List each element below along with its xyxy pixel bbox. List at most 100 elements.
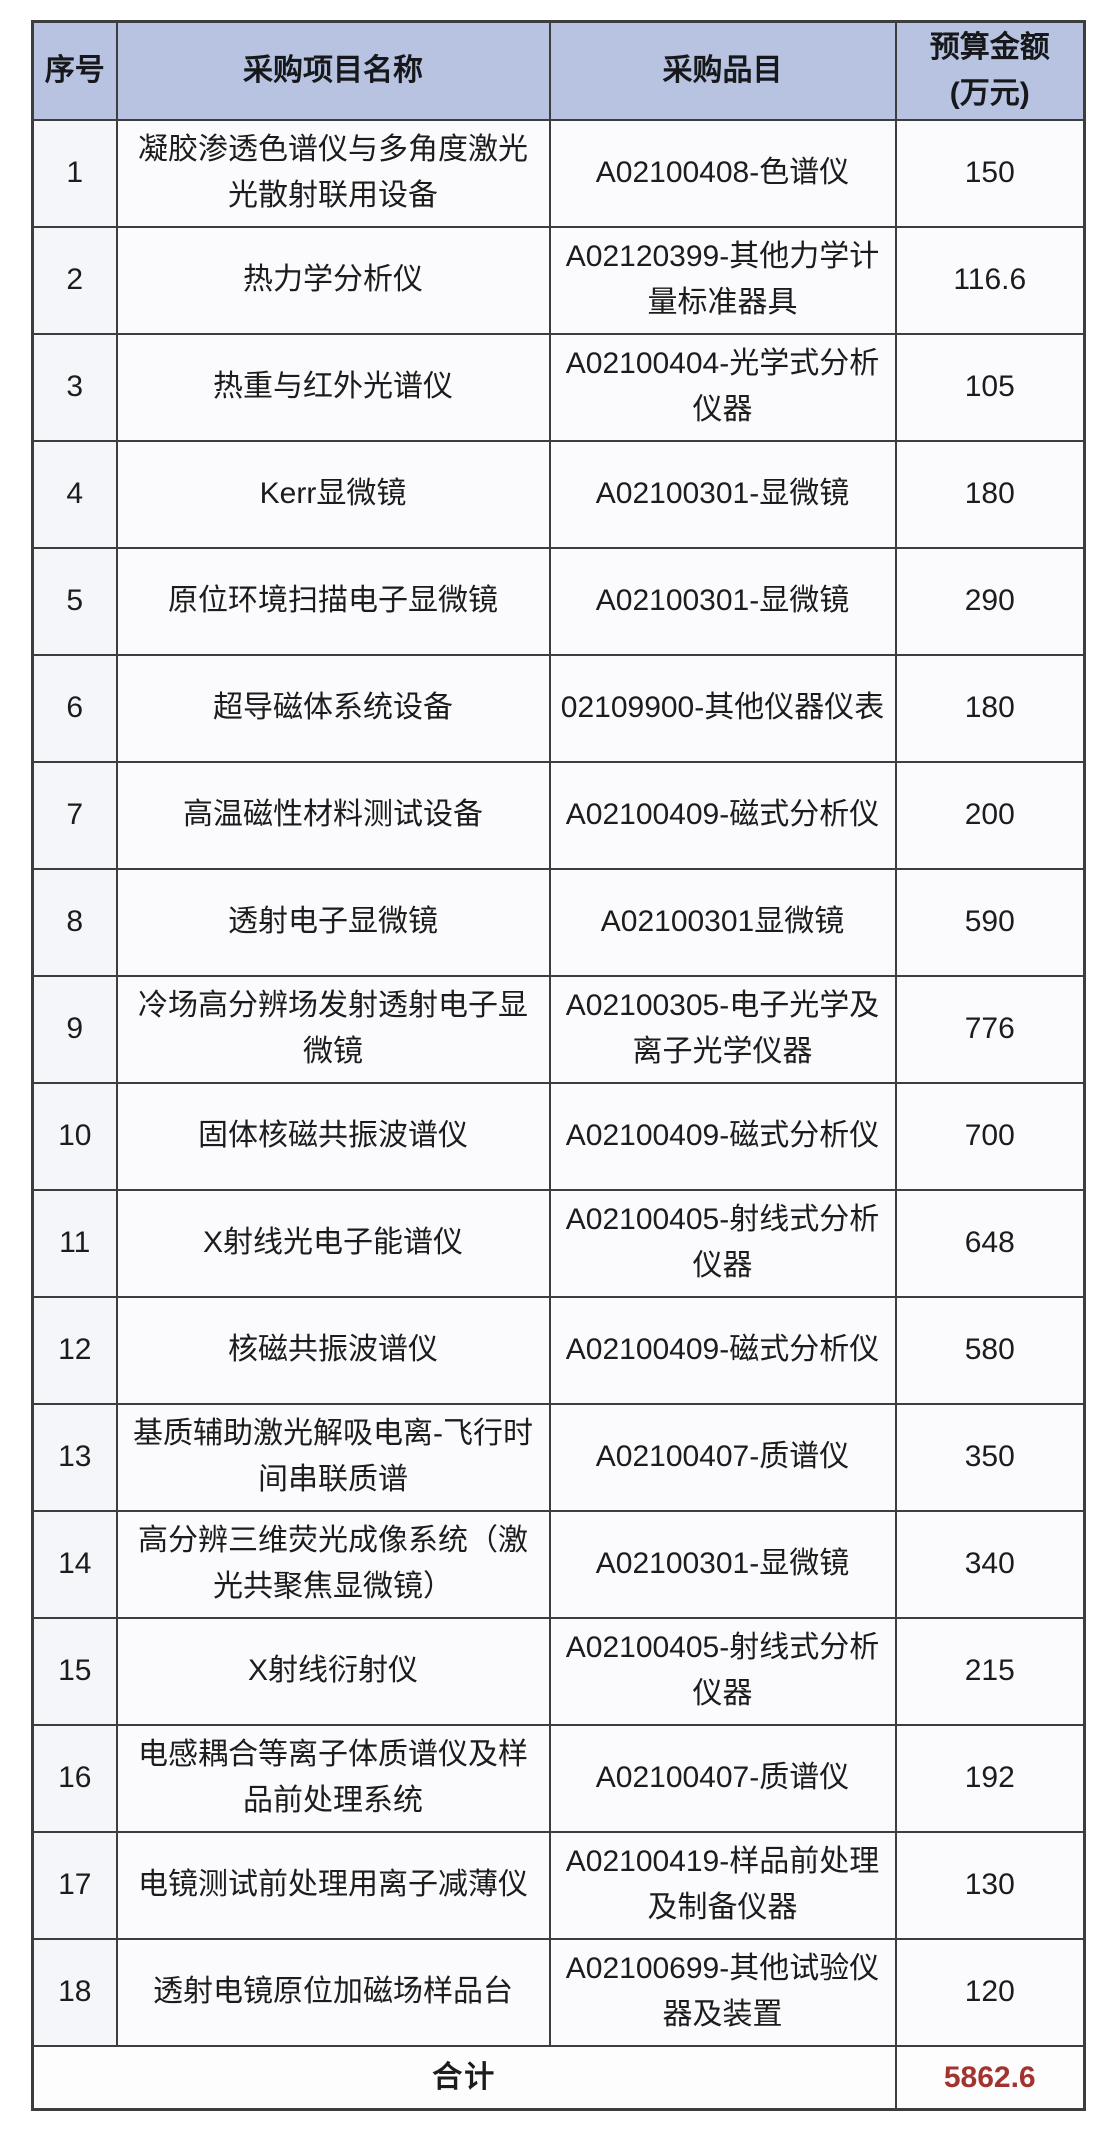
row-name: 凝胶渗透色谱仪与多角度激光 光散射联用设备 [115,118,551,228]
row-item: A02100301-显微镜 [548,546,897,656]
row-seq: 12 [31,1295,118,1405]
row-name: 透射电镜原位加磁场样品台 [115,1937,551,2047]
row-item: A02100408-色谱仪 [548,118,897,228]
row-name: 超导磁体系统设备 [115,653,551,763]
row-item: A02100699-其他试验仪 器及装置 [548,1937,897,2047]
row-seq: 13 [31,1402,118,1512]
row-name: 高分辨三维荧光成像系统（激 光共聚焦显微镜） [115,1509,551,1619]
table-row: 16 电感耦合等离子体质谱仪及样 品前处理系统 A02100407-质谱仪 19… [31,1723,1086,1833]
row-amount: 192 [894,1723,1086,1833]
total-value: 5862.6 [894,2044,1086,2111]
procurement-budget-table: 序号 采购项目名称 采购品目 预算金额 (万元) 1 凝胶渗透色谱仪与多角度激光… [31,20,1086,2112]
table-body: 1 凝胶渗透色谱仪与多角度激光 光散射联用设备 A02100408-色谱仪 15… [31,118,1086,2047]
row-item: A02100409-磁式分析仪 [548,760,897,870]
row-seq: 17 [31,1830,118,1940]
row-item: A02120399-其他力学计 量标准器具 [548,225,897,335]
row-amount: 180 [894,439,1086,549]
row-name: 高温磁性材料测试设备 [115,760,551,870]
row-seq: 9 [31,974,118,1084]
row-seq: 6 [31,653,118,763]
row-item: A02100305-电子光学及 离子光学仪器 [548,974,897,1084]
row-item: A02100407-质谱仪 [548,1402,897,1512]
row-amount: 648 [894,1188,1086,1298]
row-amount: 776 [894,974,1086,1084]
row-name: 固体核磁共振波谱仪 [115,1081,551,1191]
row-seq: 18 [31,1937,118,2047]
row-amount: 130 [894,1830,1086,1940]
row-item: 02109900-其他仪器仪表 [548,653,897,763]
row-name: 热力学分析仪 [115,225,551,335]
row-name: 透射电子显微镜 [115,867,551,977]
header-amount: 预算金额 (万元) [894,20,1086,121]
table-footer: 合计 5862.6 [31,2044,1086,2111]
row-seq: 10 [31,1081,118,1191]
total-label: 合计 [31,2044,897,2111]
table-row: 3 热重与红外光谱仪 A02100404-光学式分析 仪器 105 [31,332,1086,442]
table-row: 1 凝胶渗透色谱仪与多角度激光 光散射联用设备 A02100408-色谱仪 15… [31,118,1086,228]
header-seq: 序号 [31,20,118,121]
row-amount: 215 [894,1616,1086,1726]
row-amount: 120 [894,1937,1086,2047]
row-seq: 8 [31,867,118,977]
row-seq: 14 [31,1509,118,1619]
table-row: 13 基质辅助激光解吸电离-飞行时 间串联质谱 A02100407-质谱仪 35… [31,1402,1086,1512]
row-amount: 580 [894,1295,1086,1405]
table-row: 10 固体核磁共振波谱仪 A02100409-磁式分析仪 700 [31,1081,1086,1191]
row-seq: 11 [31,1188,118,1298]
row-amount: 700 [894,1081,1086,1191]
total-row: 合计 5862.6 [31,2044,1086,2111]
row-seq: 4 [31,439,118,549]
table-row: 17 电镜测试前处理用离子减薄仪 A02100419-样品前处理 及制备仪器 1… [31,1830,1086,1940]
row-name: X射线光电子能谱仪 [115,1188,551,1298]
table-row: 8 透射电子显微镜 A02100301显微镜 590 [31,867,1086,977]
table-row: 18 透射电镜原位加磁场样品台 A02100699-其他试验仪 器及装置 120 [31,1937,1086,2047]
row-item: A02100409-磁式分析仪 [548,1081,897,1191]
row-name: 冷场高分辨场发射透射电子显 微镜 [115,974,551,1084]
row-amount: 116.6 [894,225,1086,335]
table-row: 7 高温磁性材料测试设备 A02100409-磁式分析仪 200 [31,760,1086,870]
row-name: 原位环境扫描电子显微镜 [115,546,551,656]
row-item: A02100409-磁式分析仪 [548,1295,897,1405]
row-item: A02100301-显微镜 [548,1509,897,1619]
row-item: A02100419-样品前处理 及制备仪器 [548,1830,897,1940]
row-seq: 2 [31,225,118,335]
row-item: A02100405-射线式分析 仪器 [548,1616,897,1726]
row-amount: 180 [894,653,1086,763]
table-row: 6 超导磁体系统设备 02109900-其他仪器仪表 180 [31,653,1086,763]
table-row: 12 核磁共振波谱仪 A02100409-磁式分析仪 580 [31,1295,1086,1405]
header-item: 采购品目 [548,20,897,121]
row-name: 电感耦合等离子体质谱仪及样 品前处理系统 [115,1723,551,1833]
table-row: 2 热力学分析仪 A02120399-其他力学计 量标准器具 116.6 [31,225,1086,335]
row-seq: 1 [31,118,118,228]
row-seq: 16 [31,1723,118,1833]
row-name: X射线衍射仪 [115,1616,551,1726]
table-row: 5 原位环境扫描电子显微镜 A02100301-显微镜 290 [31,546,1086,656]
row-item: A02100407-质谱仪 [548,1723,897,1833]
row-amount: 590 [894,867,1086,977]
row-name: 热重与红外光谱仪 [115,332,551,442]
row-amount: 105 [894,332,1086,442]
table-row: 11 X射线光电子能谱仪 A02100405-射线式分析 仪器 648 [31,1188,1086,1298]
row-name: Kerr显微镜 [115,439,551,549]
row-item: A02100405-射线式分析 仪器 [548,1188,897,1298]
table-row: 14 高分辨三维荧光成像系统（激 光共聚焦显微镜） A02100301-显微镜 … [31,1509,1086,1619]
row-amount: 350 [894,1402,1086,1512]
row-item: A02100301-显微镜 [548,439,897,549]
row-amount: 150 [894,118,1086,228]
row-name: 基质辅助激光解吸电离-飞行时 间串联质谱 [115,1402,551,1512]
row-amount: 290 [894,546,1086,656]
table-row: 15 X射线衍射仪 A02100405-射线式分析 仪器 215 [31,1616,1086,1726]
table-header: 序号 采购项目名称 采购品目 预算金额 (万元) [31,20,1086,121]
row-seq: 3 [31,332,118,442]
header-row: 序号 采购项目名称 采购品目 预算金额 (万元) [31,20,1086,121]
row-seq: 5 [31,546,118,656]
row-amount: 200 [894,760,1086,870]
row-name: 电镜测试前处理用离子减薄仪 [115,1830,551,1940]
row-seq: 7 [31,760,118,870]
table-row: 9 冷场高分辨场发射透射电子显 微镜 A02100305-电子光学及 离子光学仪… [31,974,1086,1084]
row-amount: 340 [894,1509,1086,1619]
table-row: 4 Kerr显微镜 A02100301-显微镜 180 [31,439,1086,549]
row-item: A02100301显微镜 [548,867,897,977]
header-name: 采购项目名称 [115,20,551,121]
row-name: 核磁共振波谱仪 [115,1295,551,1405]
